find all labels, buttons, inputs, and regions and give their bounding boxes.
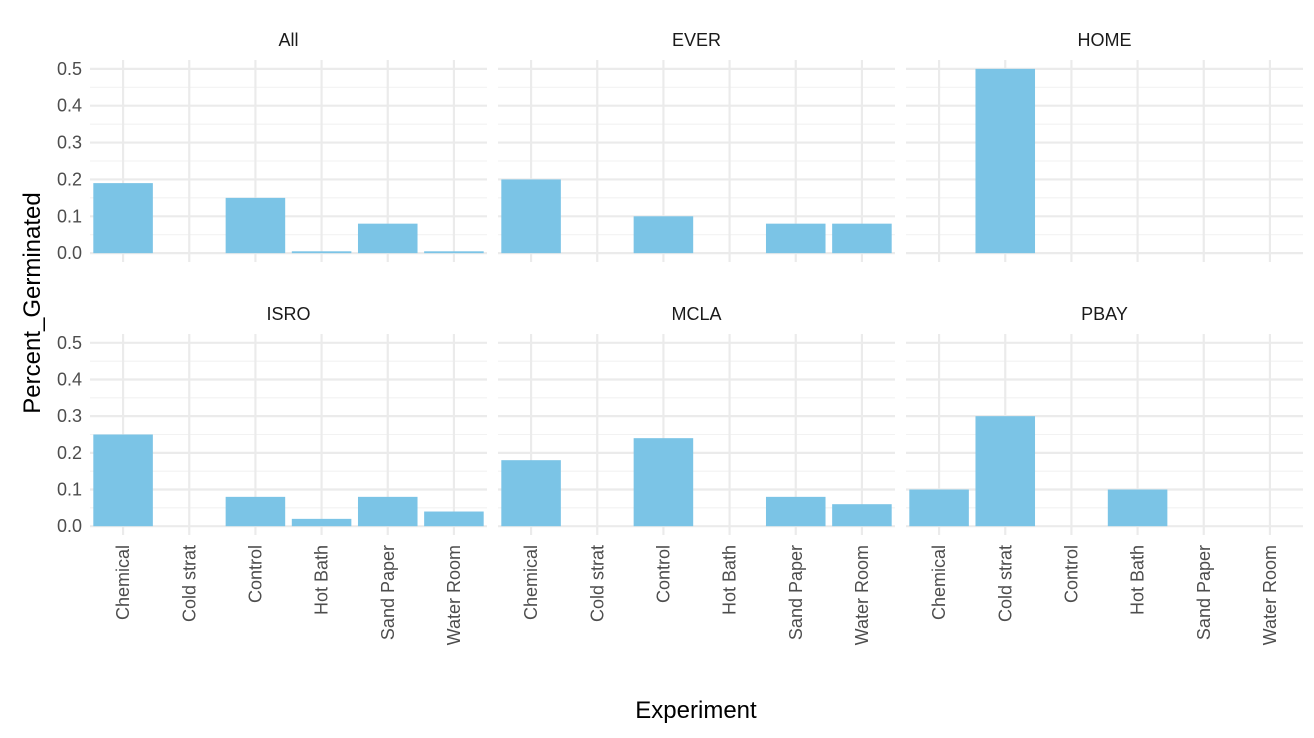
x-tick-label-control: Control (1061, 545, 1081, 603)
facet-label-isro: ISRO (266, 304, 310, 324)
x-tick-label-water-room: Water Room (852, 545, 872, 645)
facet-all: All (90, 30, 487, 262)
y-tick-label: 0.1 (57, 480, 82, 500)
bar-pbay-cold-strat (975, 416, 1036, 527)
x-tick-label-chemical: Chemical (521, 545, 541, 620)
y-tick-label: 0.5 (57, 333, 82, 353)
facet-ever: EVER (498, 30, 895, 262)
bar-mcla-sand-paper (765, 496, 826, 527)
x-tick-label-sand-paper: Sand Paper (1194, 545, 1214, 640)
x-tick-label-control: Control (653, 545, 673, 603)
y-tick-label: 0.0 (57, 243, 82, 263)
x-tick-label-hot-bath: Hot Bath (312, 545, 332, 615)
y-tick-label: 0.5 (57, 59, 82, 79)
x-tick-label-control: Control (245, 545, 265, 603)
facet-home: HOME (906, 30, 1303, 262)
facet-pbay: PBAY (906, 304, 1303, 535)
bar-isro-hot-bath (291, 518, 352, 527)
y-tick-label: 0.0 (57, 516, 82, 536)
bar-all-control (225, 197, 286, 254)
x-tick-label-cold-strat: Cold strat (587, 545, 607, 622)
x-tick-label-sand-paper: Sand Paper (786, 545, 806, 640)
bar-pbay-chemical (909, 489, 969, 527)
bar-ever-chemical (501, 179, 561, 254)
x-tick-label-sand-paper: Sand Paper (378, 545, 398, 640)
facet-panels: All EVER HOME ISRO MCLA PBAY (90, 30, 1303, 535)
y-axes: 0.0 0.1 0.2 0.3 0.4 0.5 0.0 0.1 0.2 0.3 0.4 0.5 (57, 59, 82, 536)
bar-mcla-chemical (501, 460, 561, 527)
bar-isro-water-room (424, 511, 484, 527)
bar-all-water-room (424, 251, 484, 254)
y-tick-label: 0.2 (57, 169, 82, 189)
x-axis-title: Experiment (635, 697, 757, 724)
bar-mcla-control (633, 438, 694, 527)
facet-mcla: MCLA (498, 304, 895, 535)
x-tick-label-hot-bath: Hot Bath (1128, 545, 1148, 615)
bar-all-chemical (93, 183, 153, 254)
x-tick-label-chemical: Chemical (929, 545, 949, 620)
x-tick-label-water-room: Water Room (1260, 545, 1280, 645)
bar-all-sand-paper (357, 223, 418, 254)
facet-label-mcla: MCLA (671, 304, 721, 324)
bar-isro-control (225, 496, 286, 527)
y-tick-label: 0.3 (57, 133, 82, 153)
x-axes: Chemical Cold strat Control Hot Bath Sand Pa… (113, 545, 1280, 645)
y-tick-label: 0.3 (57, 406, 82, 426)
x-tick-label-chemical: Chemical (113, 545, 133, 620)
bar-home-cold-strat (975, 68, 1036, 254)
facet-label-pbay: PBAY (1081, 304, 1128, 324)
x-tick-label-cold-strat: Cold strat (179, 545, 199, 622)
bar-all-hot-bath (291, 251, 352, 254)
bar-ever-sand-paper (765, 223, 826, 254)
x-tick-label-water-room: Water Room (444, 545, 464, 645)
y-axis-title: Percent_Germinated (19, 192, 46, 413)
bar-ever-water-room (832, 223, 892, 254)
bar-pbay-hot-bath (1107, 489, 1168, 527)
bar-mcla-water-room (832, 504, 892, 527)
y-tick-label: 0.4 (57, 369, 82, 389)
y-tick-label: 0.1 (57, 206, 82, 226)
x-tick-label-hot-bath: Hot Bath (720, 545, 740, 615)
y-tick-label: 0.4 (57, 96, 82, 116)
y-tick-label: 0.2 (57, 443, 82, 463)
x-tick-label-cold-strat: Cold strat (995, 545, 1015, 622)
bar-isro-chemical (93, 434, 153, 527)
facet-label-ever: EVER (672, 30, 721, 50)
bar-isro-sand-paper (357, 496, 418, 527)
facet-label-home: HOME (1078, 30, 1132, 50)
bar-ever-control (633, 216, 694, 254)
facet-label-all: All (278, 30, 298, 50)
facet-isro: ISRO (90, 304, 487, 535)
